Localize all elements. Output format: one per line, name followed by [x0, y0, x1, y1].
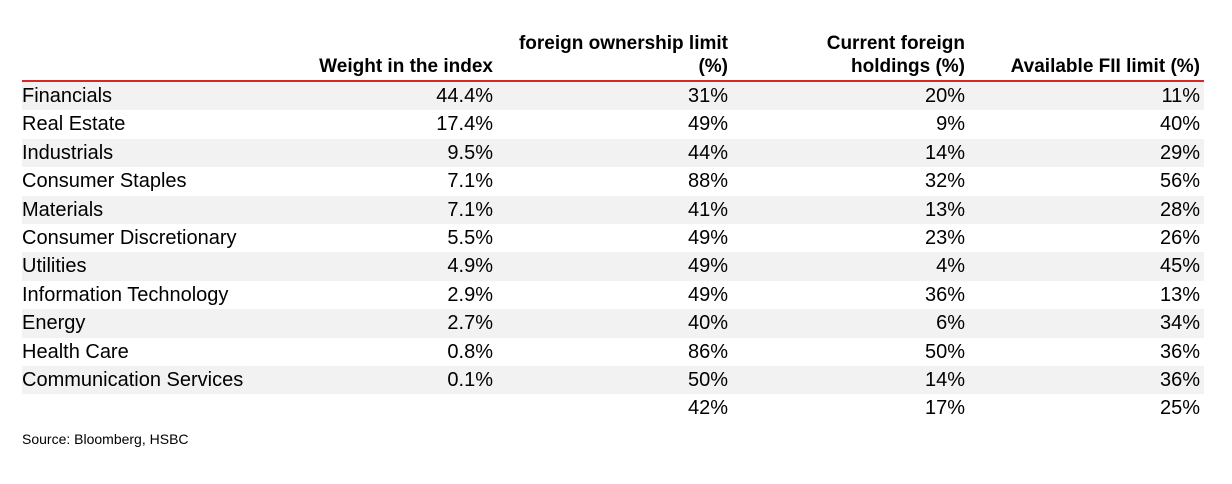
foreign-ownership-limit-cell: 42%	[687, 397, 728, 420]
weight-cell: 5.5%	[447, 226, 493, 249]
foreign-ownership-limit-cell: 88%	[687, 170, 728, 193]
table-header: Weight in the index foreign ownership li…	[22, 24, 1204, 82]
header-cfh-line1: Current foreign	[826, 33, 965, 54]
foreign-ownership-limit-cell: 49%	[687, 255, 728, 278]
sector-cell: Real Estate	[22, 113, 126, 136]
foreign-ownership-limit-cell: 50%	[687, 368, 728, 391]
table-row: Health Care 0.8% 86% 50% 36%	[22, 338, 1204, 366]
table-row: Financials 44.4% 31% 20% 11%	[22, 82, 1204, 111]
weight-cell: 0.1%	[447, 368, 493, 391]
header-fol-line2: (%)	[698, 56, 728, 77]
sector-cell: Utilities	[22, 255, 87, 278]
table-row: Communication Services 0.1% 50% 14% 36%	[22, 365, 1204, 395]
weight-cell: 44.4%	[436, 85, 493, 107]
foreign-ownership-limit-cell: 31%	[687, 85, 728, 107]
current-foreign-holdings-cell: 14%	[924, 368, 965, 391]
available-fii-limit-cell: 36%	[1159, 340, 1200, 363]
header-cfh-line2: holdings (%)	[851, 56, 965, 77]
current-foreign-holdings-cell: 14%	[924, 141, 965, 164]
sector-cell: Materials	[22, 198, 104, 221]
current-foreign-holdings-cell: 4%	[936, 255, 965, 278]
weight-cell: 17.4%	[436, 113, 493, 136]
weight-cell: 0.8%	[447, 340, 493, 363]
weight-cell: 9.5%	[447, 141, 493, 164]
foreign-ownership-table: Weight in the index foreign ownership li…	[22, 24, 1204, 423]
header-available-fii-limit: Available FII limit (%)	[970, 55, 1200, 78]
current-foreign-holdings-cell: 6%	[936, 312, 965, 335]
sector-cell: Information Technology	[22, 283, 229, 306]
weight-cell: 2.7%	[447, 312, 493, 335]
table-row: Energy 2.7% 40% 6% 34%	[22, 309, 1204, 338]
current-foreign-holdings-cell: 17%	[924, 397, 965, 420]
table-row: Consumer Discretionary 5.5% 49% 23% 26%	[22, 224, 1204, 252]
header-current-foreign-holdings: Current foreign holdings (%)	[745, 32, 965, 78]
current-foreign-holdings-cell: 36%	[924, 283, 965, 306]
weight-cell: 2.9%	[447, 283, 493, 306]
current-foreign-holdings-cell: 9%	[936, 113, 965, 136]
current-foreign-holdings-cell: 20%	[924, 85, 965, 107]
sector-cell: Consumer Discretionary	[22, 226, 237, 249]
weight-cell: 7.1%	[447, 198, 493, 221]
available-fii-limit-cell: 29%	[1159, 141, 1200, 164]
source-note: Source: Bloomberg, HSBC	[22, 431, 189, 447]
available-fii-limit-cell: 28%	[1159, 198, 1200, 221]
available-fii-limit-cell: 40%	[1159, 113, 1200, 136]
current-foreign-holdings-cell: 23%	[924, 226, 965, 249]
weight-cell: 7.1%	[447, 170, 493, 193]
current-foreign-holdings-cell: 13%	[924, 198, 965, 221]
available-fii-limit-cell: 45%	[1159, 255, 1200, 278]
sector-cell: Communication Services	[22, 368, 244, 391]
header-foreign-ownership-limit: foreign ownership limit (%)	[488, 32, 728, 78]
current-foreign-holdings-cell: 32%	[924, 170, 965, 193]
available-fii-limit-cell: 56%	[1159, 170, 1200, 193]
total-row: 42% 17% 25%	[22, 394, 1204, 422]
foreign-ownership-limit-cell: 49%	[687, 113, 728, 136]
table-row: Information Technology 2.9% 49% 36% 13%	[22, 281, 1204, 309]
sector-cell: Consumer Staples	[22, 170, 187, 193]
foreign-ownership-limit-cell: 44%	[687, 141, 728, 164]
sector-cell: Industrials	[22, 141, 114, 164]
weight-cell: 4.9%	[447, 255, 493, 278]
header-weight-label: Weight in the index	[319, 56, 493, 77]
header-fol-line1: foreign ownership limit	[518, 33, 728, 54]
sector-cell: Health Care	[22, 340, 129, 363]
foreign-ownership-limit-cell: 49%	[687, 226, 728, 249]
table-row: Materials 7.1% 41% 13% 28%	[22, 195, 1204, 224]
available-fii-limit-cell: 11%	[1161, 85, 1200, 107]
current-foreign-holdings-cell: 50%	[924, 340, 965, 363]
table-row: Consumer Staples 7.1% 88% 32% 56%	[22, 167, 1204, 195]
available-fii-limit-cell: 36%	[1159, 368, 1200, 391]
table-body: Financials 44.4% 31% 20% 11% Real Estate 17.4%…	[22, 82, 1204, 423]
sector-cell: Financials	[22, 85, 113, 107]
foreign-ownership-limit-cell: 40%	[687, 312, 728, 335]
available-fii-limit-cell: 26%	[1159, 226, 1200, 249]
table-row: Industrials 9.5% 44% 14% 29%	[22, 138, 1204, 168]
available-fii-limit-cell: 34%	[1159, 312, 1200, 335]
header-weight: Weight in the index	[233, 55, 493, 78]
header-fii-label: Available FII limit (%)	[1010, 56, 1200, 77]
sector-cell: Energy	[22, 312, 86, 335]
available-fii-limit-cell: 25%	[1159, 397, 1200, 420]
table-row: Utilities 4.9% 49% 4% 45%	[22, 252, 1204, 281]
table-row: Real Estate 17.4% 49% 9% 40%	[22, 110, 1204, 138]
foreign-ownership-limit-cell: 41%	[687, 198, 728, 221]
available-fii-limit-cell: 13%	[1159, 283, 1200, 306]
foreign-ownership-limit-cell: 86%	[687, 340, 728, 363]
foreign-ownership-limit-cell: 49%	[687, 283, 728, 306]
